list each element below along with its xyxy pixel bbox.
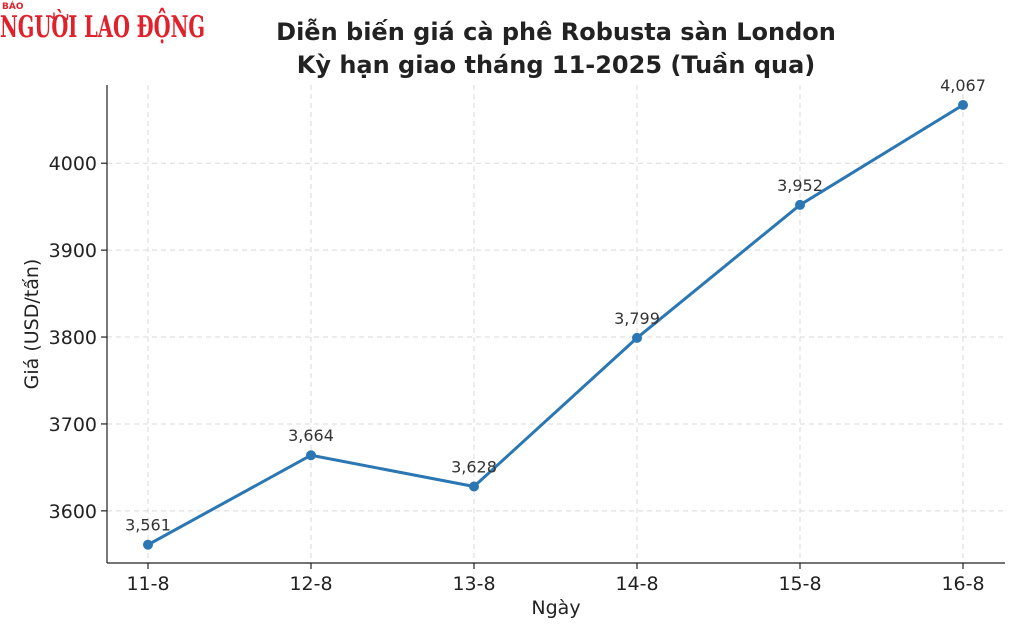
data-point	[795, 199, 805, 210]
y-tick-label: 4000	[49, 153, 97, 175]
logo-small-text: BÁO	[2, 0, 24, 12]
x-tick-label: 14-8	[615, 573, 658, 595]
data-label: 3,561	[125, 516, 171, 535]
x-tick-label: 13-8	[452, 573, 495, 595]
data-point	[958, 99, 968, 110]
y-tick-label: 3700	[49, 414, 97, 436]
data-label: 4,067	[940, 76, 986, 95]
y-tick-label: 3600	[49, 501, 97, 523]
logo-text: NGƯỜI LAO ĐỘNG	[0, 7, 205, 45]
y-tick-label: 3800	[49, 327, 97, 349]
series-robusta	[143, 99, 968, 550]
chart-title-line2: Kỳ hạn giao tháng 11-2025 (Tuần qua)	[297, 51, 816, 79]
data-point	[306, 450, 316, 461]
data-labels: 3,561 3,664 3,628 3,799 3,952 4,067	[125, 76, 986, 535]
x-tick-label: 15-8	[778, 573, 821, 595]
x-tick-label: 16-8	[941, 573, 984, 595]
grid	[107, 85, 1005, 563]
data-point	[632, 332, 642, 343]
x-axis-label: Ngày	[531, 597, 580, 619]
data-label: 3,952	[777, 176, 823, 195]
axes: 3600 3700 3800 3900 4000 11-8 12-8 13-8 14-8 15-8…	[49, 85, 1005, 595]
y-axis-label: Giá (USD/tấn)	[21, 259, 43, 390]
x-tick-label: 12-8	[289, 573, 332, 595]
newspaper-logo: BÁO NGƯỜI LAO ĐỘNG	[0, 0, 205, 45]
chart-title-line1: Diễn biến giá cà phê Robusta sàn London	[276, 17, 836, 46]
data-label: 3,799	[614, 309, 660, 328]
x-tick-label: 11-8	[126, 573, 169, 595]
y-tick-label: 3900	[49, 240, 97, 262]
data-point	[143, 539, 153, 550]
data-point	[469, 481, 479, 492]
data-label: 3,628	[451, 458, 497, 477]
series-line	[147, 103, 964, 547]
data-label: 3,664	[288, 426, 334, 445]
